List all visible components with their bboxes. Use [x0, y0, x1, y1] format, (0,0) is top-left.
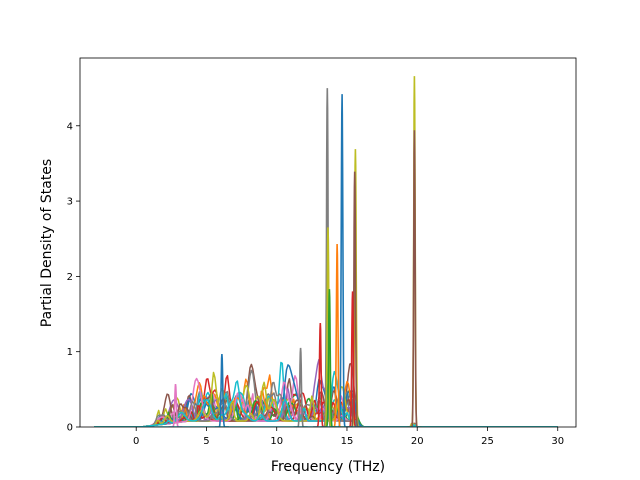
y-axis-title: Partial Density of States: [39, 159, 55, 327]
y-tick-label: 3: [67, 197, 73, 208]
pdos-peak-line: [214, 353, 229, 427]
pdos-peak-line: [330, 243, 345, 427]
pdos-peak-line: [293, 347, 308, 427]
series-layer: [94, 76, 558, 427]
pdos-peak-line: [335, 94, 350, 427]
pdos-peak-line: [407, 76, 422, 427]
x-axis: 0 5 10 15 20 25 30: [133, 427, 564, 447]
pdos-peak-line: [347, 171, 362, 427]
axes-frame: [79, 57, 577, 428]
pdos-peak-line: [345, 291, 360, 427]
pdos-peak-line: [320, 88, 335, 427]
x-tick-label: 0: [133, 436, 139, 447]
pdos-peak-line: [313, 323, 328, 427]
pdos-peak-line: [321, 227, 335, 427]
y-tick-label: 4: [67, 121, 73, 132]
y-axis: 0 1 2 3 4: [67, 121, 80, 434]
x-tick-label: 25: [481, 436, 494, 447]
x-tick-label: 10: [270, 436, 283, 447]
x-axis-title: Frequency (THz): [271, 459, 385, 475]
pdos-peak-line: [348, 149, 363, 427]
pdos-peak-line: [322, 289, 337, 427]
plot-area: [94, 76, 558, 427]
y-tick-label: 0: [67, 423, 73, 434]
pdos-peak-line: [168, 384, 183, 427]
pdos-peak-line: [407, 130, 422, 427]
y-tick-label: 1: [67, 347, 73, 358]
x-tick-label: 20: [411, 436, 424, 447]
x-tick-label: 30: [551, 436, 564, 447]
x-tick-label: 5: [203, 436, 209, 447]
y-tick-label: 2: [67, 272, 73, 283]
x-tick-label: 15: [341, 436, 354, 447]
